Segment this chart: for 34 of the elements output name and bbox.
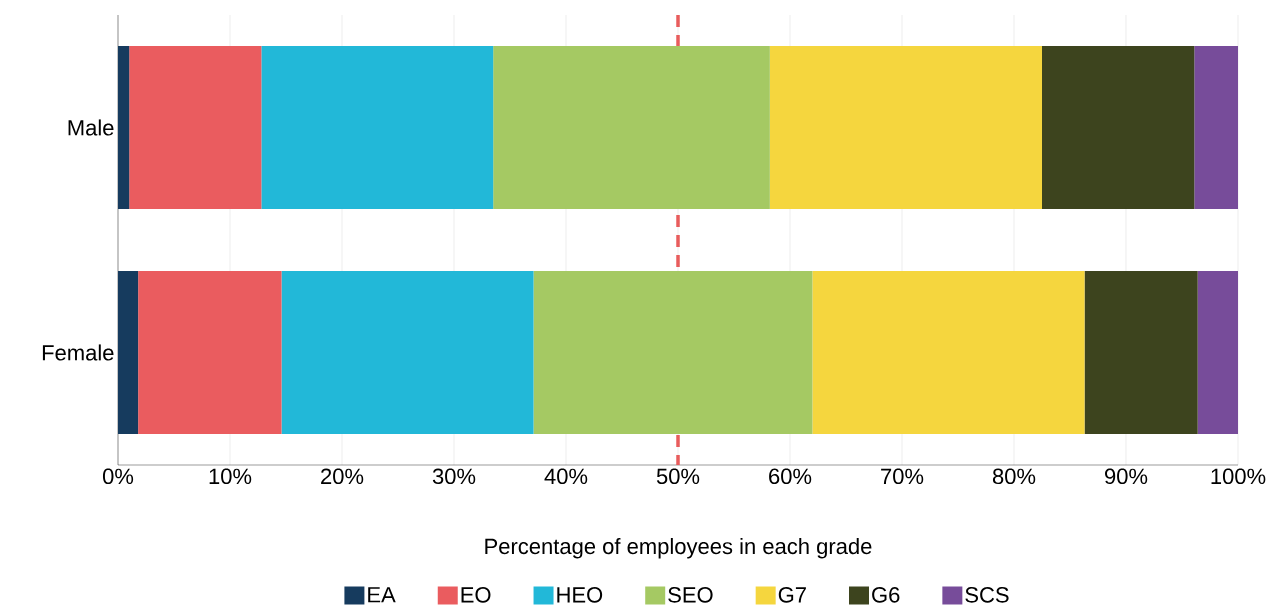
x-tick-label: 50% bbox=[656, 468, 700, 485]
x-tick-label: 80% bbox=[992, 468, 1036, 485]
bar bbox=[118, 270, 139, 435]
x-tick-label: 20% bbox=[321, 468, 364, 485]
bar bbox=[1197, 270, 1238, 435]
x-tick-label: 40% bbox=[544, 468, 588, 485]
bar bbox=[533, 270, 813, 435]
bar bbox=[261, 45, 494, 210]
bar bbox=[812, 270, 1085, 435]
bar bbox=[138, 270, 282, 435]
bar bbox=[1042, 45, 1195, 210]
x-axis-title: Percentage of employees in each grade bbox=[485, 538, 872, 559]
bar bbox=[769, 45, 1042, 210]
bar bbox=[1084, 270, 1198, 435]
bar bbox=[129, 45, 262, 210]
x-tick-label: 60% bbox=[769, 468, 812, 485]
legend-label: SEO bbox=[668, 587, 713, 603]
bar bbox=[1194, 45, 1238, 210]
legend-label: EA bbox=[368, 587, 396, 603]
x-tick-label: 10% bbox=[209, 468, 252, 485]
bar bbox=[281, 270, 534, 435]
legend-label: G6 bbox=[872, 587, 900, 603]
bar bbox=[493, 45, 770, 210]
legend-label: G7 bbox=[778, 587, 806, 603]
y-tick-label: Male bbox=[68, 119, 114, 136]
legend-label: SCS bbox=[965, 587, 1009, 603]
x-tick-label: 100% bbox=[1211, 468, 1266, 485]
y-tick-label: Female bbox=[42, 344, 114, 361]
x-tick-label: 0% bbox=[102, 468, 134, 485]
x-tick-label: 70% bbox=[881, 468, 924, 485]
legend-label: HEO bbox=[557, 587, 603, 603]
legend-label: EO bbox=[461, 587, 491, 603]
x-tick-label: 30% bbox=[432, 468, 476, 485]
x-tick-label: 90% bbox=[1105, 468, 1148, 485]
